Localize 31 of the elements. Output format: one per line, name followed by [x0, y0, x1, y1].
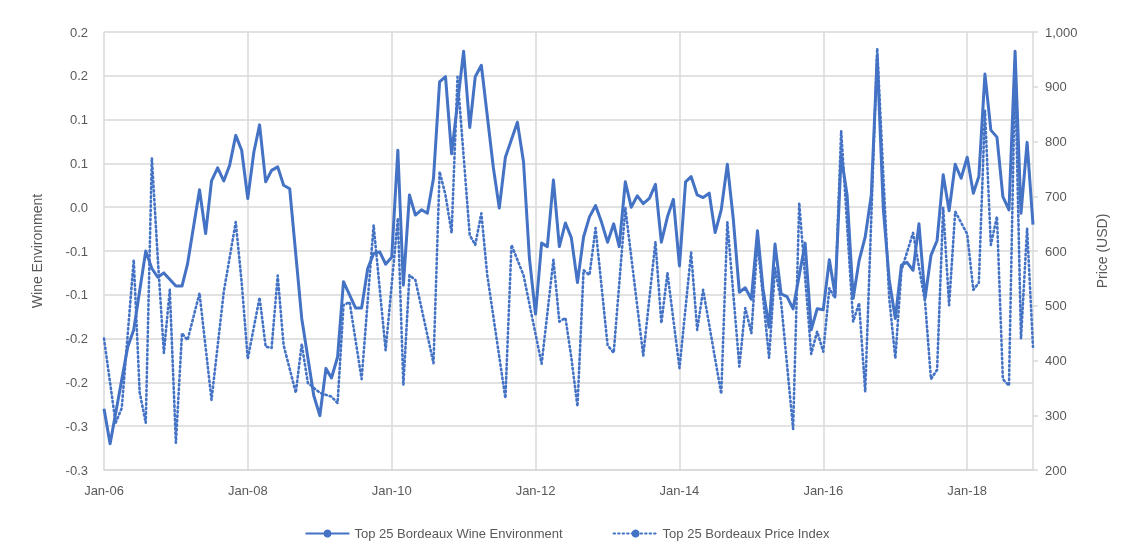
y-tick-label: -0.3 [65, 418, 88, 434]
x-tick-label: Jan-12 [515, 483, 556, 498]
y2-tick-label: 700 [1045, 188, 1067, 204]
y-axis-title: Wine Environment [29, 193, 45, 309]
y-tick-label: -0.2 [65, 331, 88, 347]
y2-tick-label: 400 [1045, 353, 1067, 368]
legend-label: Top 25 Bordeaux Wine Environment [354, 526, 563, 541]
x-tick-label: Jan-10 [371, 483, 412, 498]
y2-tick-label: 900 [1045, 79, 1067, 95]
x-tick-label: Jan-06 [84, 483, 124, 498]
y2-tick-label: 600 [1045, 243, 1067, 259]
x-tick-label: Jan-18 [947, 483, 988, 498]
y2-tick-label: 200 [1045, 462, 1067, 478]
y-tick-label: 0.0 [69, 199, 88, 215]
y-tick-label: -0.1 [65, 287, 88, 303]
x-tick-label: Jan-14 [659, 483, 700, 498]
y2-tick-label: 500 [1045, 298, 1067, 314]
legend-label: Top 25 Bordeaux Price Index [662, 526, 831, 541]
y-tick-label: 0.2 [69, 68, 88, 84]
x-tick-label: Jan-08 [227, 483, 268, 498]
y-tick-label: 0.2 [69, 24, 88, 40]
y2-tick-label: 300 [1045, 407, 1067, 423]
y-tick-label: 0.1 [69, 112, 88, 128]
y2-tick-label: 1,000 [1045, 24, 1078, 40]
y-tick-label: -0.2 [65, 374, 88, 390]
y2-tick-label: 800 [1045, 134, 1067, 149]
y-tick-label: 0.1 [69, 155, 88, 171]
x-tick-label: Jan-16 [803, 483, 844, 498]
y-tick-label: -0.1 [65, 243, 88, 259]
y2-axis-title: Price (USD) [1094, 213, 1110, 289]
y-tick-label: -0.3 [65, 462, 88, 478]
